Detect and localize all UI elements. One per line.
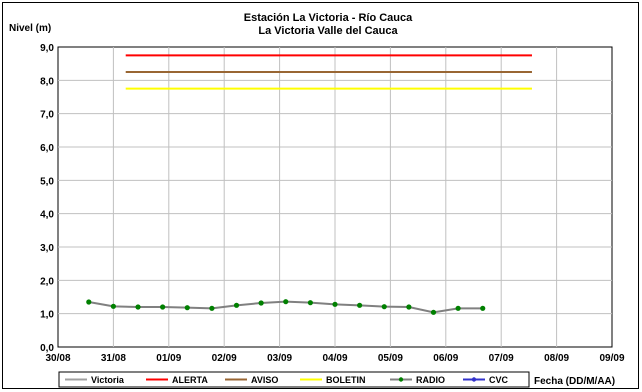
data-point (381, 304, 387, 310)
x-tick-label: 04/09 (322, 353, 347, 364)
data-point (258, 300, 264, 306)
y-tick-label: 6,0 (40, 143, 54, 154)
x-tick-label: 02/09 (212, 353, 237, 364)
data-point (406, 304, 412, 310)
legend-item-victoria: Victoria (65, 375, 125, 385)
legend-label: BOLETIN (326, 375, 366, 385)
legend-frame (58, 371, 530, 388)
legend-label: Victoria (91, 375, 125, 385)
legend-item-boletin: BOLETIN (300, 375, 366, 385)
legend-label: CVC (489, 375, 509, 385)
y-tick-label: 3,0 (40, 243, 54, 254)
legend-label: AVISO (251, 375, 278, 385)
legend-item-aviso: AVISO (225, 375, 278, 385)
y-tick-labels: 0,0 1,0 2,0 3,0 4,0 5,0 6,0 7,0 8,0 9,0 (40, 43, 54, 354)
chart-subtitle: La Victoria Valle del Cauca (258, 25, 398, 37)
data-point (455, 305, 461, 311)
legend-label: RADIO (416, 375, 445, 385)
x-axis-title: Fecha (DD/M/AA) (534, 376, 615, 387)
legend-marker (471, 377, 477, 382)
y-axis-title: Nivel (m) (9, 23, 51, 34)
x-tick-label: 08/09 (544, 353, 569, 364)
x-tick-label: 03/09 (267, 353, 292, 364)
data-point (184, 305, 190, 311)
x-tick-label: 30/08 (45, 353, 70, 364)
legend-items: Victoria ALERTA AVISO BOLETIN RADIO CVC (65, 375, 509, 385)
series-lines (86, 299, 486, 315)
x-tick-label: 31/08 (101, 353, 126, 364)
legend-item-cvc: CVC (463, 375, 509, 385)
data-point (357, 302, 363, 308)
data-point (110, 303, 116, 309)
y-tick-label: 4,0 (40, 210, 54, 221)
x-tick-label: 09/09 (599, 353, 624, 364)
data-point (430, 309, 437, 315)
y-tick-label: 9,0 (40, 43, 54, 54)
chart: 0,0 1,0 2,0 3,0 4,0 5,0 6,0 7,0 8,0 9,0 30/08 31/0… (9, 12, 625, 388)
data-point (233, 302, 240, 308)
grid-lines (58, 47, 612, 347)
x-tick-label: 01/09 (156, 353, 181, 364)
legend-item-radio: RADIO (390, 375, 445, 385)
x-tick-label: 05/09 (378, 353, 403, 364)
data-point (307, 300, 313, 306)
x-tick-labels: 30/08 31/08 01/09 02/09 03/09 04/09 05/09 06/09… (45, 353, 624, 364)
y-tick-label: 8,0 (40, 76, 54, 87)
y-tick-label: 7,0 (40, 110, 54, 121)
legend-marker (398, 377, 404, 382)
chart-title: Estación La Victoria - Río Cauca (244, 12, 413, 24)
y-tick-label: 5,0 (40, 176, 54, 187)
legend-item-alerta: ALERTA (146, 375, 208, 385)
legend-box: Victoria ALERTA AVISO BOLETIN RADIO CVC (58, 371, 530, 388)
y-tick-label: 1,0 (40, 310, 54, 321)
data-point (283, 299, 289, 305)
data-point (160, 304, 166, 310)
x-tick-label: 06/09 (433, 353, 458, 364)
chart-frame: 0,0 1,0 2,0 3,0 4,0 5,0 6,0 7,0 8,0 9,0 30/08 31/0… (2, 2, 639, 389)
data-point (209, 305, 215, 311)
data-point (135, 304, 141, 310)
data-point (332, 301, 338, 307)
legend-label: ALERTA (172, 375, 208, 385)
x-tick-label: 07/09 (489, 353, 514, 364)
data-point (480, 305, 486, 311)
y-tick-label: 0,0 (40, 343, 54, 354)
threshold-lines (125, 54, 532, 90)
data-point (86, 299, 92, 305)
y-tick-label: 2,0 (40, 276, 54, 287)
